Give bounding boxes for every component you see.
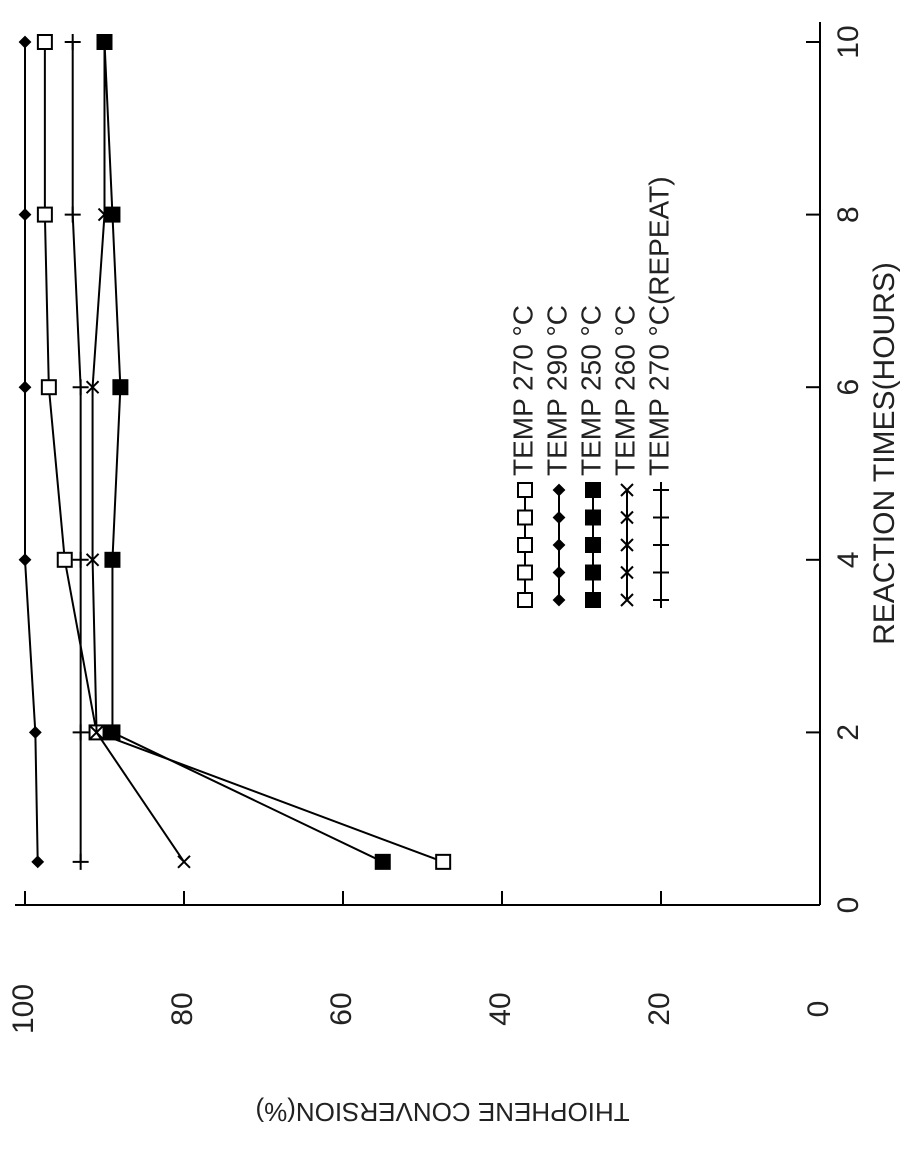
marker <box>36 206 53 223</box>
marker <box>177 855 191 869</box>
marker <box>620 565 634 580</box>
marker <box>64 206 81 223</box>
legend-label: TEMP 290 °C <box>541 305 572 476</box>
y-tick-label: 80 <box>166 992 199 1025</box>
marker <box>104 206 121 223</box>
marker <box>653 537 669 553</box>
marker <box>620 483 634 497</box>
marker <box>18 208 32 222</box>
marker <box>374 853 391 870</box>
x-tick-label: 0 <box>832 897 865 914</box>
marker <box>72 551 89 568</box>
x-tick-label: 4 <box>832 551 865 568</box>
marker <box>97 35 112 49</box>
marker <box>72 379 89 396</box>
legend-label: TEMP 260 °C <box>609 305 640 476</box>
legend-label: TEMP 250 °C <box>575 305 606 476</box>
series-line <box>91 42 185 863</box>
marker <box>517 592 533 608</box>
marker <box>585 509 601 526</box>
marker <box>112 379 129 396</box>
marker <box>36 34 53 50</box>
y-tick-label: 0 <box>802 1001 835 1018</box>
y-tick-label: 100 <box>7 984 40 1034</box>
y-tick-label: 20 <box>643 992 676 1025</box>
y-tick-label: 40 <box>484 992 517 1025</box>
marker <box>517 482 533 498</box>
y-axis-title: THIOPHENE CONVERSION(%) <box>255 1097 629 1127</box>
marker <box>620 510 634 525</box>
legend-label: TEMP 270 °C(REPEAT) <box>643 176 674 476</box>
legend-label: TEMP 270 °C <box>507 305 538 476</box>
marker <box>89 725 104 740</box>
marker <box>97 207 112 222</box>
marker <box>18 35 32 49</box>
marker <box>56 551 73 568</box>
marker <box>552 511 566 524</box>
y-tick-label: 60 <box>325 992 358 1025</box>
marker <box>620 538 634 552</box>
marker <box>72 724 89 741</box>
marker <box>104 551 121 568</box>
marker <box>517 509 533 526</box>
x-tick-label: 10 <box>832 25 865 58</box>
x-tick-label: 6 <box>832 379 865 396</box>
marker <box>72 853 89 870</box>
marker <box>64 34 81 50</box>
x-tick-label: 2 <box>832 724 865 741</box>
marker <box>585 482 601 498</box>
x-axis-title: REACTION TIMES(HOURS) <box>868 262 901 645</box>
series-line <box>71 42 82 862</box>
marker <box>104 724 121 741</box>
marker <box>653 592 669 608</box>
series-line <box>103 41 384 863</box>
series-line <box>43 42 444 863</box>
marker <box>435 853 452 870</box>
marker <box>653 564 669 581</box>
marker <box>585 564 601 581</box>
marker <box>31 855 45 869</box>
marker <box>653 482 669 498</box>
marker <box>585 592 601 608</box>
marker <box>18 553 32 567</box>
marker <box>552 483 566 497</box>
series-line <box>24 42 39 862</box>
marker <box>552 538 566 552</box>
marker <box>85 380 100 394</box>
marker <box>85 553 100 567</box>
marker <box>552 593 566 607</box>
marker <box>517 537 533 553</box>
marker <box>517 564 533 581</box>
marker <box>653 509 669 526</box>
marker <box>28 725 42 739</box>
marker <box>585 537 601 553</box>
marker <box>620 593 634 607</box>
marker <box>40 379 57 396</box>
marker <box>552 566 566 579</box>
x-tick-label: 8 <box>832 206 865 223</box>
marker <box>18 380 32 394</box>
